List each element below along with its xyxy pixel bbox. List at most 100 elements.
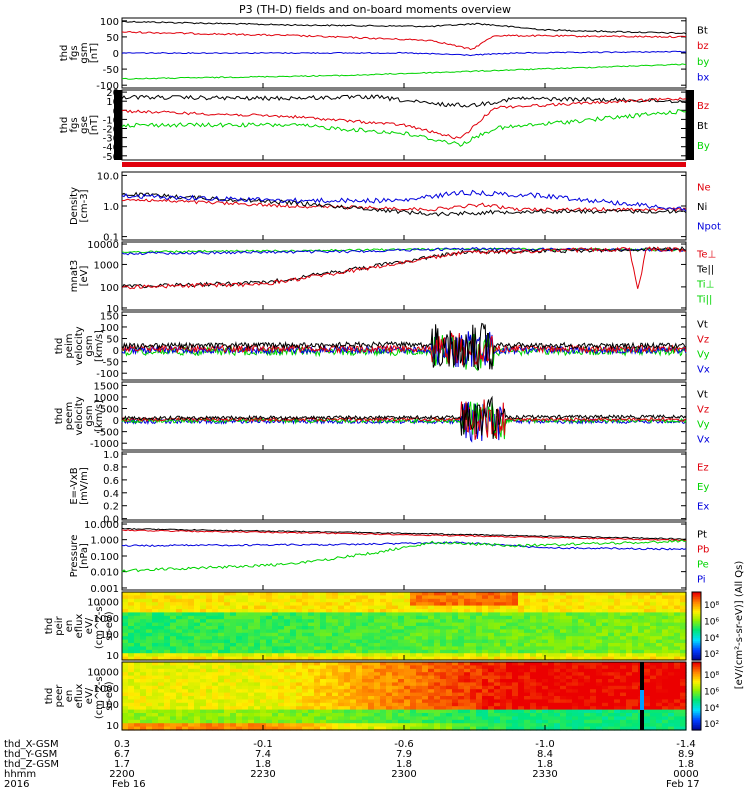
spec-cell bbox=[548, 592, 555, 596]
colorbar-cell bbox=[692, 707, 701, 711]
spec-cell bbox=[662, 665, 669, 670]
spec-cell bbox=[152, 602, 159, 607]
spec-cell bbox=[152, 632, 159, 637]
spec-cell bbox=[152, 685, 159, 690]
spec-cell bbox=[260, 622, 267, 627]
spec-cell bbox=[560, 605, 567, 610]
spec-cell bbox=[206, 699, 213, 704]
spec-cell bbox=[200, 682, 207, 687]
spec-cell bbox=[680, 643, 687, 647]
ytick-label: 100 bbox=[100, 283, 119, 294]
spec-cell bbox=[572, 602, 579, 607]
ylabel-temperature: mnat3 [eV] bbox=[69, 260, 90, 293]
spec-cell bbox=[446, 709, 453, 714]
spec-cell bbox=[200, 689, 207, 694]
spec-cell bbox=[338, 653, 345, 658]
spec-cell bbox=[194, 726, 201, 731]
spec-cell bbox=[152, 626, 159, 630]
legend-label: Pe bbox=[697, 560, 709, 571]
spec-cell bbox=[146, 595, 153, 600]
spec-cell bbox=[242, 643, 249, 647]
spec-cell bbox=[230, 706, 237, 711]
spec-cell bbox=[536, 612, 543, 617]
xaxis-value: 1.8 bbox=[678, 759, 694, 770]
spec-cell bbox=[662, 719, 669, 724]
spec-cell bbox=[350, 626, 357, 630]
spec-cell bbox=[278, 679, 285, 683]
spec-cell bbox=[284, 639, 291, 644]
spec-cell bbox=[248, 713, 255, 717]
spec-cell bbox=[356, 636, 363, 641]
spec-cell bbox=[224, 653, 231, 658]
spec-cell bbox=[452, 615, 459, 620]
spec-cell bbox=[392, 626, 399, 630]
colorbar-tick-label: 10⁶ bbox=[704, 618, 719, 628]
ytick-label: 10 bbox=[106, 97, 119, 108]
spec-cell bbox=[506, 612, 513, 617]
trace-peem-vz bbox=[121, 399, 687, 440]
spec-cell bbox=[620, 656, 627, 661]
spec-cell bbox=[290, 653, 297, 658]
spec-cell bbox=[500, 723, 507, 728]
spec-cell bbox=[200, 629, 207, 634]
spec-cell bbox=[428, 649, 435, 654]
spec-cell bbox=[560, 699, 567, 704]
spec-cell bbox=[452, 709, 459, 714]
spec-cell bbox=[458, 639, 465, 644]
spec-cell bbox=[434, 706, 441, 711]
spec-cell bbox=[392, 605, 399, 610]
spec-cell bbox=[680, 602, 687, 607]
spec-cell bbox=[152, 653, 159, 658]
spec-cell bbox=[368, 656, 375, 661]
spec-cell bbox=[464, 656, 471, 661]
spec-cell bbox=[122, 665, 129, 670]
spec-cell bbox=[590, 636, 597, 641]
spec-cell bbox=[476, 726, 483, 731]
ytick-label: 1.0 bbox=[103, 202, 119, 213]
spec-cell bbox=[566, 699, 573, 704]
spec-cell bbox=[344, 709, 351, 714]
spec-cell bbox=[422, 713, 429, 717]
spec-cell bbox=[410, 605, 417, 610]
spec-cell bbox=[272, 649, 279, 654]
colorbar-cell bbox=[692, 622, 701, 625]
spec-cell bbox=[482, 643, 489, 647]
spec-cell bbox=[374, 662, 381, 666]
spec-cell bbox=[638, 595, 645, 600]
spec-cell bbox=[320, 609, 327, 613]
spec-cell bbox=[218, 598, 225, 603]
spec-cell bbox=[380, 619, 387, 624]
spec-cell bbox=[572, 598, 579, 603]
trace-bz bbox=[121, 30, 687, 51]
spec-cell bbox=[398, 615, 405, 620]
spec-cell bbox=[578, 615, 585, 620]
spec-cell bbox=[332, 598, 339, 603]
colorbar-label: [eV/(cm²-s-sr-eV)] (All Qs) bbox=[734, 561, 745, 690]
spec-cell bbox=[320, 595, 327, 600]
spec-cell bbox=[122, 713, 129, 717]
spec-cell bbox=[650, 709, 657, 714]
spec-cell bbox=[356, 598, 363, 603]
spec-cell bbox=[602, 646, 609, 651]
spec-cell bbox=[134, 656, 141, 661]
spec-cell bbox=[542, 612, 549, 617]
spec-cell bbox=[158, 636, 165, 641]
spec-cell bbox=[176, 598, 183, 603]
spec-cell bbox=[266, 709, 273, 714]
ylabel-line: mnat3 bbox=[69, 260, 80, 293]
spec-cell bbox=[206, 646, 213, 651]
spec-cell bbox=[170, 626, 177, 630]
spec-cell bbox=[350, 723, 357, 728]
spec-cell bbox=[530, 602, 537, 607]
spec-cell bbox=[410, 602, 417, 607]
spec-cell bbox=[272, 665, 279, 670]
spec-cell bbox=[530, 653, 537, 658]
spec-cell bbox=[650, 706, 657, 711]
colorbar-cell bbox=[692, 721, 701, 724]
colorbar-cell bbox=[692, 709, 701, 712]
spec-cell bbox=[416, 653, 423, 658]
spec-cell bbox=[290, 632, 297, 637]
spec-cell bbox=[380, 639, 387, 644]
spec-cell bbox=[326, 699, 333, 704]
spec-cell bbox=[344, 639, 351, 644]
